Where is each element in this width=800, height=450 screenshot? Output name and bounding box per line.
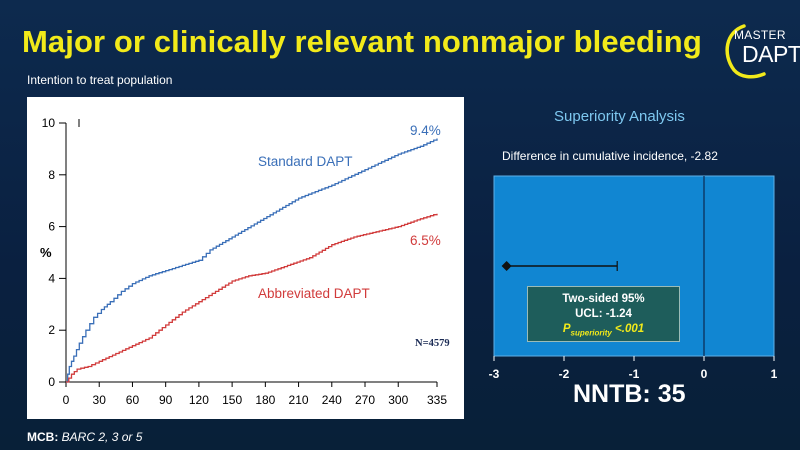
logo-text-master: MASTER xyxy=(734,28,786,42)
km-y-tick-label: 0 xyxy=(48,375,55,389)
km-x-tick-label: 150 xyxy=(222,393,242,407)
km-y-tick-label: 10 xyxy=(42,116,56,130)
ci-line2: UCL: -1.24 xyxy=(575,308,632,320)
sample-size-annotation: N=4579 xyxy=(415,338,450,349)
km-x-tick-label: 210 xyxy=(289,393,309,407)
abbreviated-dapt-end-label: 6.5% xyxy=(410,233,441,248)
km-y-tick-label: 8 xyxy=(48,168,55,182)
point-estimate-diamond xyxy=(501,261,512,271)
km-x-tick-label: 0 xyxy=(63,393,70,407)
logo-swoosh-icon xyxy=(725,24,766,79)
standard-dapt-end-label: 9.4% xyxy=(410,123,441,138)
p-value: Psuperiority <.001 xyxy=(528,322,679,340)
forest-x-tick-label: 0 xyxy=(701,367,708,381)
km-x-tick-label: 30 xyxy=(93,393,107,407)
km-x-tick-label: 300 xyxy=(388,393,408,407)
km-x-tick-label: 90 xyxy=(159,393,173,407)
standard-dapt-curve xyxy=(66,138,438,383)
masterdapt-logo: MASTER DAPT xyxy=(722,24,800,80)
abbreviated-dapt-curve xyxy=(66,213,438,383)
km-x-tick-label: 240 xyxy=(322,393,342,407)
km-chart-panel: 0 2 4 6 8 10 0 30 60 90 120 150 180 210 240 270 300 335 … xyxy=(27,97,464,419)
ci-line1: Two-sided 95% xyxy=(562,293,645,305)
p-subscript: superiority xyxy=(570,328,612,338)
forest-x-tick-label: -3 xyxy=(489,367,500,381)
p-prefix: P xyxy=(562,323,571,335)
km-y-tick-label: 6 xyxy=(48,220,55,234)
difference-text: Difference in cumulative incidence, -2.8… xyxy=(502,149,718,163)
logo-text-dapt: DAPT xyxy=(742,41,800,67)
km-x-ticks: 0 30 60 90 120 150 180 210 240 270 300 335 xyxy=(63,382,447,407)
km-axes xyxy=(65,123,437,383)
km-x-tick-label: 270 xyxy=(355,393,375,407)
slide-title: Major or clinically relevant nonmajor bl… xyxy=(22,24,702,59)
footnote-label: MCB: xyxy=(27,430,59,444)
nntb-value: NNTB: 35 xyxy=(573,380,686,408)
km-x-tick-label: 335 xyxy=(427,393,447,407)
footnote-text: BARC 2, 3 or 5 xyxy=(61,430,143,444)
footnote: MCB: BARC 2, 3 or 5 xyxy=(27,430,142,444)
superiority-heading: Superiority Analysis xyxy=(554,108,685,125)
forest-x-tick-label: -1 xyxy=(629,367,640,381)
forest-x-ticks: -3 -2 -1 0 1 xyxy=(489,356,778,381)
abbreviated-dapt-legend: Abbreviated DAPT xyxy=(258,286,370,301)
km-y-axis-label: % xyxy=(40,245,52,260)
standard-dapt-legend: Standard DAPT xyxy=(258,154,353,169)
km-y-tick-label: 4 xyxy=(48,271,55,285)
km-y-tick-label: 2 xyxy=(48,323,55,337)
ci-summary-box: Two-sided 95% UCL: -1.24 Psuperiority <.… xyxy=(527,286,680,342)
population-subtitle: Intention to treat population xyxy=(27,73,173,87)
km-x-tick-label: 60 xyxy=(126,393,140,407)
km-y-ticks: 0 2 4 6 8 10 xyxy=(42,116,66,389)
km-x-tick-label: 120 xyxy=(189,393,209,407)
p-value-text: <.001 xyxy=(611,323,645,335)
forest-x-tick-label: -2 xyxy=(559,367,570,381)
km-x-tick-label: 180 xyxy=(255,393,275,407)
forest-plot: -3 -2 -1 0 1 xyxy=(489,175,778,381)
forest-x-tick-label: 1 xyxy=(771,367,778,381)
